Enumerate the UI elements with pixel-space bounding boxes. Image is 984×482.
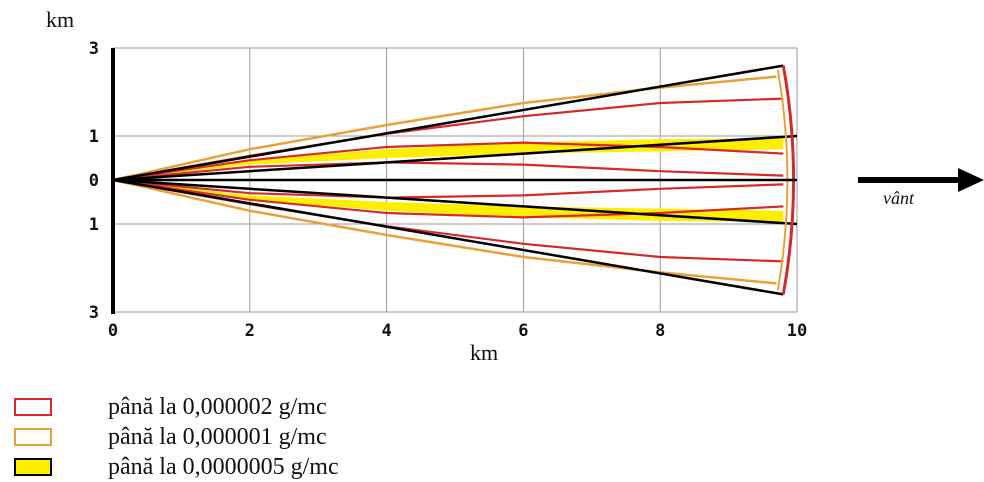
y-tick-label: 3: [89, 39, 99, 59]
y-tick-label: 1: [89, 215, 99, 235]
y-tick-label: 3: [89, 303, 99, 323]
red-contour: [112, 178, 784, 219]
red-contour: [112, 141, 784, 182]
legend-item: până la 0,000001 g/mc: [14, 422, 339, 452]
legend-label: până la 0,000002 g/mc: [108, 393, 327, 420]
x-tick-label: 8: [655, 321, 665, 341]
x-tick-label: 6: [518, 321, 528, 341]
legend-item: până la 0,0000005 g/mc: [14, 452, 339, 482]
contour-lines: [112, 64, 798, 296]
y-tick-label: 0: [89, 171, 99, 191]
x-tick-label: 10: [787, 321, 807, 341]
legend-swatch-red: [14, 398, 52, 416]
chart-legend: până la 0,000002 g/mc până la 0,000001 g…: [14, 392, 339, 482]
red-contour: [112, 178, 784, 199]
x-tick-label: 2: [245, 321, 255, 341]
legend-swatch-orange: [14, 428, 52, 446]
y-tick-label: 1: [89, 127, 99, 147]
red-contour: [112, 161, 784, 182]
wind-label: vânt: [883, 188, 914, 208]
inner-envelope-lower: [112, 178, 798, 226]
outer-envelope-lower: [112, 178, 784, 296]
x-tick-label: 0: [108, 321, 118, 341]
x-axis-title: km: [470, 340, 498, 365]
x-tick-label: 4: [381, 321, 391, 341]
outer-envelope-upper: [112, 64, 784, 182]
legend-swatch-yellow: [14, 458, 52, 476]
y-axis-title: km: [46, 7, 74, 32]
legend-label: până la 0,000001 g/mc: [108, 423, 327, 450]
wind-arrow: [858, 168, 984, 192]
legend-label: până la 0,0000005 g/mc: [108, 453, 339, 480]
inner-envelope-upper: [112, 134, 798, 182]
legend-item: până la 0,000002 g/mc: [14, 392, 339, 422]
orange-contour: [112, 75, 777, 182]
orange-contour: [112, 178, 777, 285]
